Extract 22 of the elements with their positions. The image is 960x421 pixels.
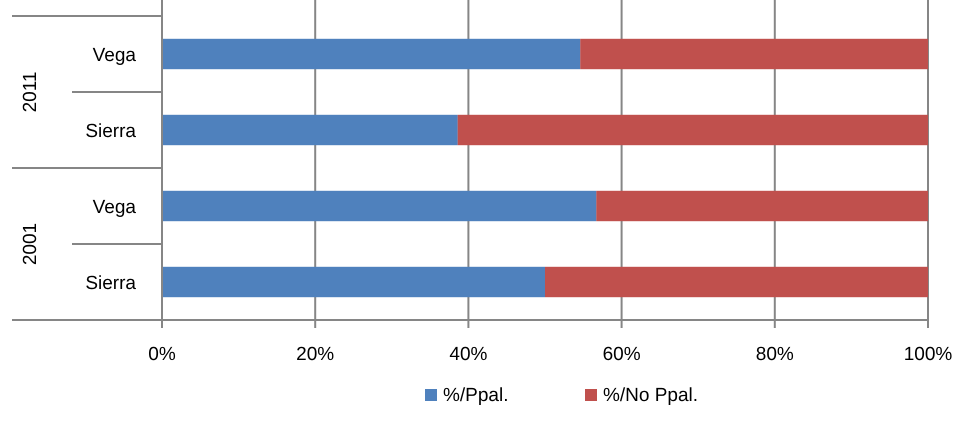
y-tick-label: Sierra (85, 273, 136, 294)
text: 2011 (20, 72, 41, 112)
bar (580, 38, 928, 70)
x-tick-label: 80% (756, 344, 794, 365)
y-tick-label: Sierra (85, 121, 136, 142)
bar (162, 114, 458, 146)
legend-label: %/Ppal. (443, 385, 508, 406)
bar (596, 190, 928, 222)
text: 2001 (20, 222, 41, 266)
y-tick-label: Vega (92, 197, 136, 218)
bar (458, 114, 928, 146)
x-tick-label: 0% (148, 344, 176, 365)
legend-label: %/No Ppal. (603, 385, 698, 406)
bar (162, 38, 580, 70)
x-tick-label: 40% (449, 344, 488, 365)
bar (162, 190, 596, 222)
x-tick-label: 60% (602, 344, 641, 365)
x-tick-label: 100% (904, 344, 952, 365)
bar (545, 266, 928, 298)
x-tick-label: 20% (296, 344, 334, 365)
bar (162, 266, 545, 298)
y-tick-label: Vega (92, 45, 136, 66)
